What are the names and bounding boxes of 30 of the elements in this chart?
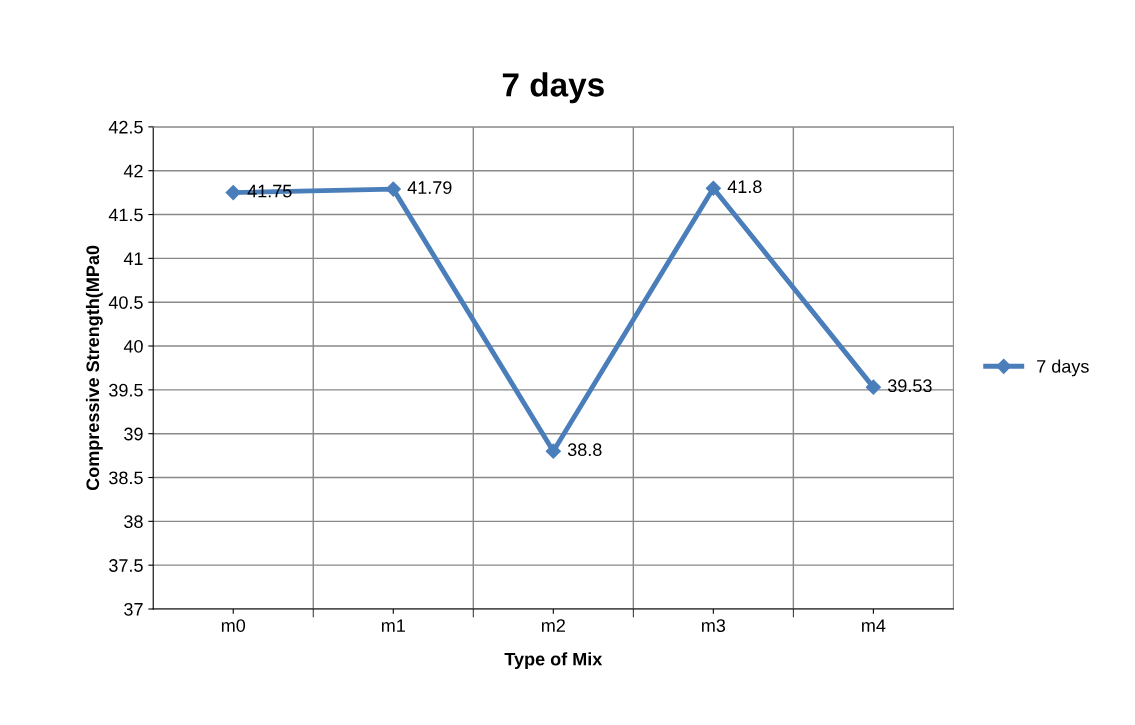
x-tick-label: m2 [541,619,565,632]
y-tick-label: 40.5 [108,296,143,309]
y-tick-label: 41 [123,252,143,265]
y-tick-label: 39.5 [109,383,143,397]
x-axis-title: Type of Mix [504,652,603,670]
point [225,185,241,201]
y-tick-label: 38.5 [109,471,143,485]
legend-label: 7 days [1037,359,1089,377]
x-tick-label: m4 [862,619,886,632]
chart-title: 7 days [502,72,604,104]
y-tick-label: 42 [123,164,143,178]
point [705,180,721,196]
data-label: 41.8 [727,180,762,194]
data-label: 39.53 [887,379,932,393]
point [385,181,401,197]
y-tick-label: 40 [123,339,143,353]
x-tick-label: m0 [221,619,246,632]
y-tick-label: 42.5 [108,120,143,134]
point [865,379,881,395]
x-tick-label: m1 [381,619,405,632]
x-tick-label: m3 [702,619,726,632]
y-tick-label: 41.5 [108,208,143,222]
y-tick-label: 37.5 [109,559,143,572]
data-label: 38.8 [567,443,602,457]
y-tick-label: 39 [124,427,143,441]
y-tick-label: 38 [124,515,143,529]
y-tick-label: 37 [124,602,143,616]
point [545,443,561,459]
data-label: 41.79 [407,181,452,194]
y-axis-title: Compressive Strength(MPa0 [85,245,103,491]
